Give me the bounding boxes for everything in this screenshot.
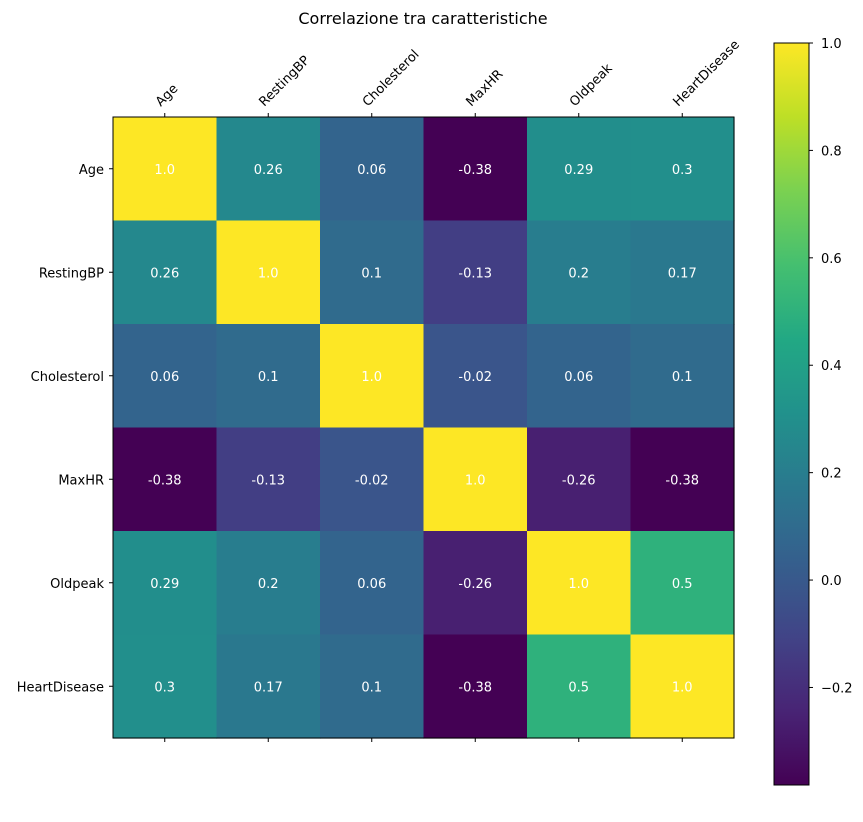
cell-value-label: -0.26 <box>458 577 492 592</box>
cell-value-label: 0.5 <box>568 680 589 695</box>
heatmap-cell <box>113 117 218 222</box>
x-tick-label: Oldpeak <box>567 61 616 110</box>
x-tick-label: MaxHR <box>463 67 506 110</box>
cell-value-label: -0.13 <box>458 266 492 281</box>
cell-value-label: 0.26 <box>254 163 283 178</box>
heatmap-cell <box>423 531 528 636</box>
cell-value-label: -0.26 <box>562 473 596 488</box>
heatmap-cell <box>630 531 735 636</box>
y-tick-label: Cholesterol <box>31 370 104 385</box>
heatmap-cell <box>216 427 321 532</box>
y-tick-label: HeartDisease <box>17 680 104 695</box>
cell-value-label: 1.0 <box>361 370 382 385</box>
heatmap-cell <box>423 427 528 532</box>
cell-value-label: 0.29 <box>564 163 593 178</box>
heatmap-cell <box>527 531 632 636</box>
cell-value-label: 1.0 <box>568 577 589 592</box>
heatmap-cell <box>630 117 735 222</box>
x-tick-label: Cholesterol <box>360 47 422 109</box>
heatmap-cell <box>630 324 735 429</box>
x-tick-label: Age <box>153 81 181 109</box>
heatmap-cell <box>320 531 425 636</box>
cell-value-label: 1.0 <box>465 473 486 488</box>
colorbar-tick-label: 0.2 <box>821 467 842 482</box>
heatmap-cell <box>630 634 735 739</box>
colorbar: 1.0 0.8 0.6 0.4 0.2 0.0 −0.2 <box>773 37 853 786</box>
cell-value-label: 1.0 <box>154 163 175 178</box>
heatmap-cell <box>113 324 218 429</box>
heatmap-cell <box>527 220 632 325</box>
heatmap-cell <box>320 117 425 222</box>
cell-value-label: 0.1 <box>672 370 693 385</box>
heatmap-cell <box>527 324 632 429</box>
y-tick-label: Oldpeak <box>50 577 104 592</box>
x-tick-label: HeartDisease <box>670 37 742 109</box>
cell-value-label: 0.3 <box>154 680 175 695</box>
heatmap-cells <box>113 117 735 739</box>
cell-value-label: -0.38 <box>458 163 492 178</box>
heatmap-cell <box>527 427 632 532</box>
y-tick-label: MaxHR <box>58 473 104 488</box>
cell-value-label: 0.2 <box>568 266 589 281</box>
heatmap-cell <box>113 220 218 325</box>
heatmap-cell <box>423 324 528 429</box>
cell-value-label: -0.13 <box>251 473 285 488</box>
heatmap-cell <box>113 427 218 532</box>
cell-value-label: 1.0 <box>258 266 279 281</box>
heatmap-cell <box>113 531 218 636</box>
colorbar-tick-label: −0.2 <box>821 681 853 696</box>
cell-value-label: 0.2 <box>258 577 279 592</box>
cell-value-label: 1.0 <box>672 680 693 695</box>
colorbar-tick-label: 0.8 <box>821 144 842 159</box>
colorbar-tick-label: 0.0 <box>821 574 842 589</box>
cell-value-label: 0.26 <box>150 266 179 281</box>
heatmap-cell <box>216 220 321 325</box>
cell-value-label: 0.17 <box>668 266 697 281</box>
heatmap-cell <box>527 117 632 222</box>
heatmap-cell-labels: 1.0 0.26 0.06 -0.38 0.29 0.3 0.26 1.0 0.1 -0.13 0.… <box>148 163 699 696</box>
plot-frame <box>112 116 735 739</box>
heatmap-cell <box>630 427 735 532</box>
heatmap-cell <box>216 531 321 636</box>
cell-value-label: 0.3 <box>672 163 693 178</box>
heatmap-cell <box>630 220 735 325</box>
chart-title: Correlazione tra caratteristiche <box>298 9 547 28</box>
cell-value-label: -0.02 <box>355 473 389 488</box>
cell-value-label: 0.1 <box>258 370 279 385</box>
cell-value-label: -0.38 <box>665 473 699 488</box>
cell-value-label: 0.06 <box>357 577 386 592</box>
heatmap-cell <box>320 324 425 429</box>
cell-value-label: 0.5 <box>672 577 693 592</box>
heatmap-cell <box>423 220 528 325</box>
heatmap-cell <box>423 634 528 739</box>
colorbar-tick-label: 0.4 <box>821 359 842 374</box>
heatmap-cell <box>423 117 528 222</box>
cell-value-label: 0.1 <box>361 266 382 281</box>
colorbar-tick-label: 1.0 <box>821 37 842 52</box>
cell-value-label: 0.06 <box>150 370 179 385</box>
heatmap-cell <box>216 324 321 429</box>
cell-value-label: 0.1 <box>361 680 382 695</box>
cell-value-label: -0.38 <box>148 473 182 488</box>
cell-value-label: 0.06 <box>357 163 386 178</box>
colorbar-tick-label: 0.6 <box>821 252 842 267</box>
cell-value-label: 0.06 <box>564 370 593 385</box>
heatmap-cell <box>527 634 632 739</box>
heatmap-cell <box>320 634 425 739</box>
heatmap-cell <box>320 220 425 325</box>
x-tick-label: RestingBP <box>256 53 313 110</box>
cell-value-label: 0.17 <box>254 680 283 695</box>
y-tick-label: Age <box>79 163 104 178</box>
cell-value-label: -0.38 <box>458 680 492 695</box>
y-tick-label: RestingBP <box>39 266 104 281</box>
heatmap-cell <box>113 634 218 739</box>
heatmap-cell <box>216 634 321 739</box>
cell-value-label: 0.29 <box>150 577 179 592</box>
cell-value-label: -0.02 <box>458 370 492 385</box>
heatmap-cell <box>216 117 321 222</box>
heatmap-cell <box>320 427 425 532</box>
colorbar-gradient <box>773 42 810 786</box>
